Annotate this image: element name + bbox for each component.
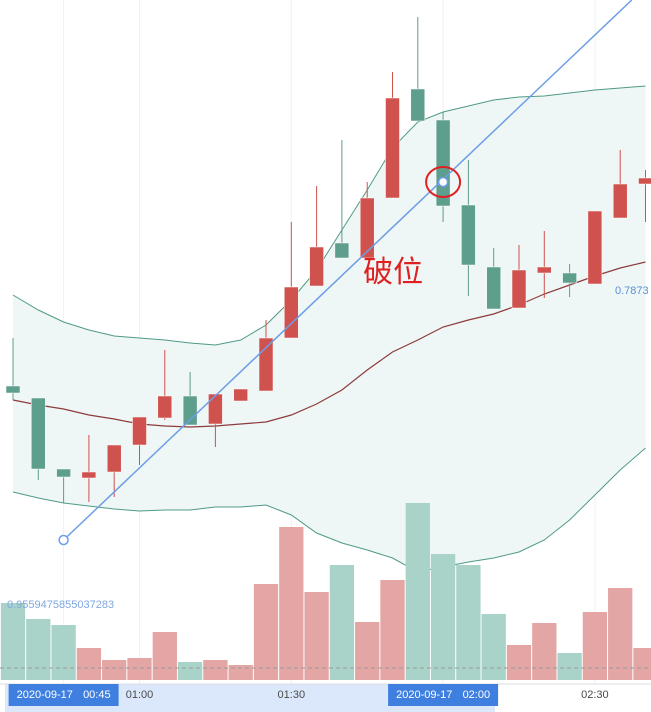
candle-body [461, 204, 476, 266]
volume-bar [203, 660, 228, 680]
band-fill [13, 86, 646, 572]
crosshair-date: 2020-09-17 [396, 689, 452, 701]
x-tick-label: 01:30 [278, 689, 306, 701]
candle-body [132, 416, 147, 446]
price-label: 0.7873 [615, 285, 649, 297]
volume-bar [355, 622, 380, 680]
candle-body [284, 286, 299, 339]
volume-bar [279, 527, 304, 680]
candle-body [208, 393, 223, 425]
volume-bar [304, 592, 329, 680]
volume-bar [76, 648, 102, 680]
annotation: 破位 [363, 256, 423, 289]
volume-bar [253, 584, 279, 680]
x-tick-label: 02:00 [463, 689, 491, 701]
volume-bar [228, 665, 253, 680]
candle-body [587, 210, 603, 285]
volume-bar [102, 660, 127, 680]
volume-bar [405, 503, 430, 680]
candle-body [435, 119, 451, 207]
candle-body [106, 444, 122, 473]
volume-bar [481, 614, 506, 680]
volume-bar [51, 625, 76, 680]
volume-bar [633, 648, 651, 680]
candle-body [385, 97, 400, 199]
band-middle [12, 261, 646, 428]
candle-body [410, 88, 426, 122]
volume-bar [329, 565, 355, 680]
candle-body [258, 337, 274, 392]
crosshair-label [8, 684, 119, 706]
volume-bar [430, 554, 456, 680]
break-circle [425, 166, 462, 198]
band-upper [12, 85, 646, 346]
volume-bar [557, 653, 582, 680]
volume-bar [380, 580, 405, 680]
volume-bar [177, 662, 203, 680]
volume-bar [456, 565, 481, 680]
volume-bar [127, 658, 152, 680]
candle-body [334, 242, 350, 259]
candle-body [612, 183, 628, 219]
crosshair-date: 2020-09-17 [17, 689, 73, 701]
volume-bar [608, 588, 633, 680]
volume-label: 0.9559475855037283 [7, 599, 114, 611]
candle-body [638, 177, 651, 185]
volume-bar [152, 632, 177, 680]
candle-body [486, 266, 501, 310]
candle-body [562, 272, 577, 284]
trend-line [63, 0, 633, 541]
volume-bar [26, 619, 51, 680]
x-tick-label: 02:30 [581, 689, 609, 701]
candle-body [233, 388, 248, 402]
candle-body [359, 197, 375, 259]
candle-body [309, 246, 324, 287]
trend-handle [58, 534, 69, 546]
candle-body [31, 397, 46, 470]
candle-body [157, 395, 173, 419]
volume-bar [0, 603, 26, 680]
volume-bar [582, 612, 608, 680]
band-lower [12, 447, 646, 573]
candle-body [5, 385, 21, 394]
candle-body [56, 468, 71, 478]
break-handle [437, 176, 449, 188]
candle-body [511, 269, 527, 309]
candle-body [537, 266, 552, 274]
volume-bar [532, 623, 557, 680]
candle-body [81, 471, 97, 479]
crosshair-label [388, 684, 499, 706]
x-tick-label: 00:45 [83, 689, 111, 701]
candle-body [182, 395, 198, 426]
volume-bar [506, 645, 532, 680]
x-tick-label: 01:00 [126, 689, 154, 701]
